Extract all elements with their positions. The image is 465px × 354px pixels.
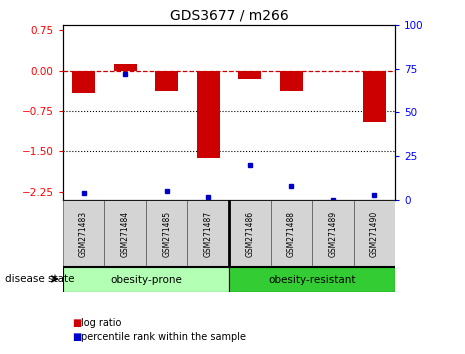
Bar xyxy=(229,267,395,292)
Text: disease state: disease state xyxy=(5,274,74,284)
Bar xyxy=(354,200,395,267)
Text: GSM271484: GSM271484 xyxy=(120,211,130,257)
Text: ■: ■ xyxy=(72,318,81,328)
Text: GSM271488: GSM271488 xyxy=(287,211,296,257)
Bar xyxy=(229,200,271,267)
Bar xyxy=(63,267,229,292)
Bar xyxy=(312,200,354,267)
Bar xyxy=(239,70,261,79)
Bar xyxy=(146,200,187,267)
Text: GSM271487: GSM271487 xyxy=(204,211,213,257)
Bar xyxy=(197,70,219,158)
Text: ■: ■ xyxy=(72,332,81,342)
Title: GDS3677 / m266: GDS3677 / m266 xyxy=(170,8,288,22)
Bar xyxy=(155,70,178,91)
Bar xyxy=(363,70,386,122)
Text: obesity-resistant: obesity-resistant xyxy=(268,275,356,285)
Text: GSM271486: GSM271486 xyxy=(246,211,254,257)
Bar xyxy=(271,200,312,267)
Text: percentile rank within the sample: percentile rank within the sample xyxy=(81,332,246,342)
Bar xyxy=(72,70,95,93)
Bar xyxy=(63,200,104,267)
Bar xyxy=(280,70,303,91)
Text: GSM271485: GSM271485 xyxy=(162,211,171,257)
Bar xyxy=(104,200,146,267)
Text: GSM271489: GSM271489 xyxy=(328,211,338,257)
Text: GSM271490: GSM271490 xyxy=(370,211,379,257)
Text: obesity-prone: obesity-prone xyxy=(110,275,182,285)
Text: log ratio: log ratio xyxy=(81,318,122,328)
Bar xyxy=(113,64,137,70)
Text: GSM271483: GSM271483 xyxy=(79,211,88,257)
Bar xyxy=(187,200,229,267)
